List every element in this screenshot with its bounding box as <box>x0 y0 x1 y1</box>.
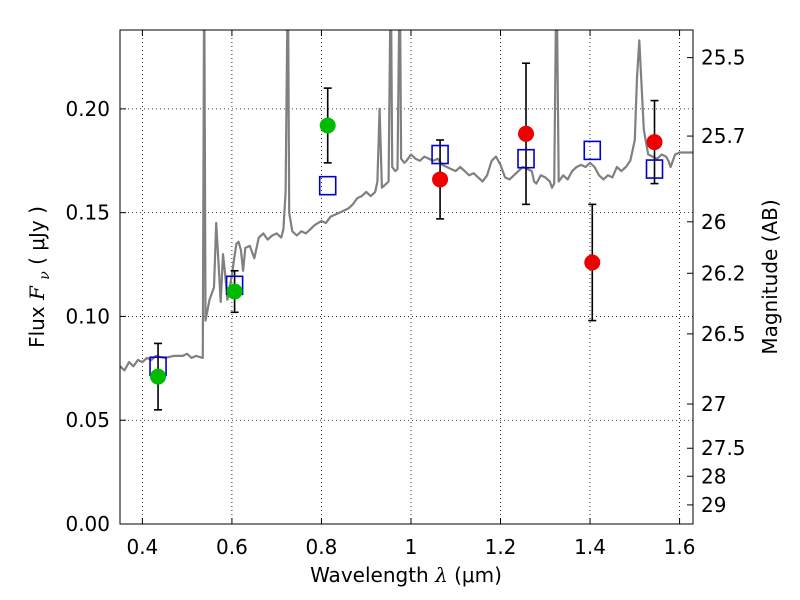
wfc3-data-point <box>584 254 601 271</box>
y-tick-label: 0.00 <box>65 512 110 536</box>
model-photometry-square <box>517 148 535 169</box>
x-axis-label-text: Wavelength <box>310 563 435 587</box>
sed-line-group <box>120 30 693 372</box>
x-tick-label: 1.2 <box>485 535 517 559</box>
observed-circles-group <box>150 117 663 385</box>
y-axis-label-f: F <box>25 285 49 301</box>
tick-labels: 0.4 0.6 0.8 1 1.2 1.4 1.6 0.00 0.05 0.10 0.15 0.20 2… <box>65 46 745 559</box>
acs-data-point <box>319 117 336 134</box>
plot-frame <box>119 29 694 525</box>
y2-tick-label: 27.5 <box>701 436 746 460</box>
y2-axis-label: Magnitude (AB) <box>758 199 782 354</box>
x-tick-label: 0.8 <box>306 535 338 559</box>
y-axis-label: Flux F ν ( μJy ) <box>25 206 54 348</box>
y2-tick-label: 26.5 <box>701 322 746 346</box>
model-photometry-square <box>318 175 337 196</box>
model-photometry-square <box>583 140 602 161</box>
y2-tick-label: 25.5 <box>701 46 746 70</box>
x-tick-label: 1 <box>405 535 418 559</box>
y2-tick-label: 28 <box>701 464 726 488</box>
y-axis-label-text: Flux <box>25 300 49 348</box>
model-photometry-square <box>645 159 664 179</box>
acs-data-point <box>150 368 167 385</box>
y-tick-label: 0.15 <box>65 201 110 225</box>
y-tick-label: 0.20 <box>65 97 110 121</box>
x-axis-label: Wavelength λ (μm) <box>310 563 502 587</box>
y-tick-label: 0.10 <box>65 304 110 328</box>
x-tick-label: 1.4 <box>574 535 606 559</box>
axis-ticks <box>120 30 693 525</box>
y-axis-label-nu: ν <box>37 271 53 280</box>
x-axis-label-lambda: λ <box>434 563 448 587</box>
y-axis-label-unit: ( μJy ) <box>25 206 49 265</box>
y2-tick-label: 26.2 <box>701 261 746 285</box>
acs-data-point <box>226 283 243 300</box>
y2-tick-label: 26 <box>701 210 726 234</box>
plot-area <box>120 30 693 524</box>
wfc3-data-point <box>518 125 535 142</box>
y2-tick-label: 25.7 <box>701 124 746 148</box>
wfc3-data-point <box>432 171 449 188</box>
wfc3-data-point <box>646 134 663 151</box>
x-tick-label: 1.6 <box>664 535 696 559</box>
x-tick-label: 0.6 <box>216 535 248 559</box>
y-tick-label: 0.05 <box>65 408 110 432</box>
sed-model-line <box>120 30 693 372</box>
x-tick-label: 0.4 <box>126 535 158 559</box>
y2-tick-label: 27 <box>701 392 726 416</box>
x-axis-label-unit: (μm) <box>454 563 502 587</box>
model-photometry-square <box>431 144 449 165</box>
y2-tick-label: 29 <box>701 493 726 517</box>
